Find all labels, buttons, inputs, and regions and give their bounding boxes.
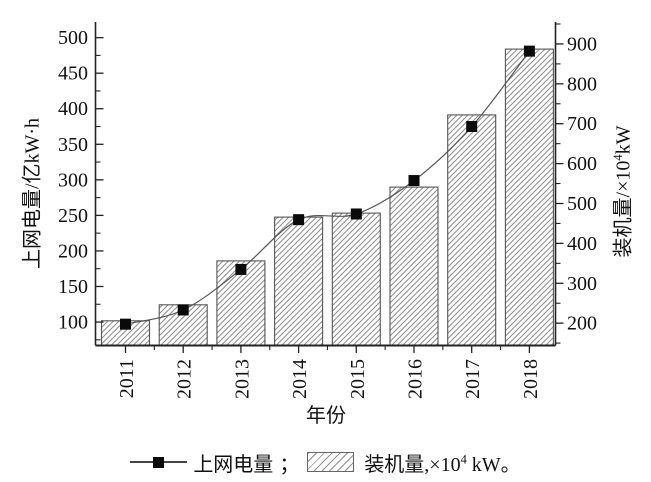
x-tick-label-2017: 2017 [462,359,484,399]
x-tick-label-2015: 2015 [347,359,369,399]
marker-2016 [408,175,420,187]
x-tick-label-2013: 2013 [231,359,253,399]
marker-2018 [523,45,535,57]
right-axis-title: 装机量/×104kW [607,82,636,302]
x-tick-label-2012: 2012 [174,359,196,399]
left-tick-label-450: 450 [58,63,88,85]
legend-bar-label-superscript: 4 [460,451,467,466]
bar-2015 [331,212,381,347]
right-axis-title-prefix: 装机量/×10 [612,160,635,258]
x-tick-label-2011: 2011 [116,359,138,398]
line-series-symbol [130,456,188,468]
x-tick-label-2016: 2016 [405,359,427,399]
left-axis-title: 上网电量/亿kW·h [21,117,44,270]
x-tick-label-2018: 2018 [520,359,542,399]
left-tick-label-350: 350 [58,134,88,156]
right-axis-title-suffix: kW [612,125,635,155]
right-tick-label-800: 800 [567,73,597,95]
legend-bar-label-prefix: 装机量,×10 [364,453,461,476]
marker-2011 [120,318,131,330]
bar-2017 [447,114,497,347]
right-tick-label-600: 600 [567,153,597,175]
right-tick-label-200: 200 [567,313,597,335]
bar-2016 [389,186,439,347]
left-tick-label-500: 500 [58,27,88,49]
right-tick-label-700: 700 [567,113,597,135]
marker-2013 [235,263,247,275]
x-tick-label-2014: 2014 [289,359,311,399]
legend-bar-label-suffix: kW。 [466,453,521,476]
left-tick-label-250: 250 [58,205,88,227]
left-tick-label-100: 100 [58,312,88,334]
chart-legend: 上网电量 ； 装机量,×104 kW。 [0,447,651,477]
right-tick-label-400: 400 [567,233,597,255]
marker-2014 [293,214,305,226]
marker-2017 [466,121,478,133]
legend-line-series-label: 上网电量 [193,453,274,476]
bar-2014 [274,216,324,347]
left-tick-label-200: 200 [58,240,88,262]
legend-bar-series-label: 装机量,×104 kW。 [364,448,520,477]
left-tick-label-150: 150 [58,276,88,298]
legend-square-marker-icon [153,456,165,468]
left-tick-label-300: 300 [58,169,88,191]
bar-2018 [504,48,554,347]
left-tick-label-400: 400 [58,98,88,120]
right-tick-label-500: 500 [567,193,597,215]
legend-bar-hatch-swatch [307,452,355,472]
right-axis-title-superscript: 4 [610,154,625,161]
right-tick-label-900: 900 [567,33,597,55]
marker-2015 [350,208,362,220]
x-axis-title: 年份 [306,405,346,427]
legend-separator: ； [279,453,300,476]
marker-2012 [177,304,189,316]
right-tick-label-300: 300 [567,273,597,295]
bar-2013 [216,260,266,347]
